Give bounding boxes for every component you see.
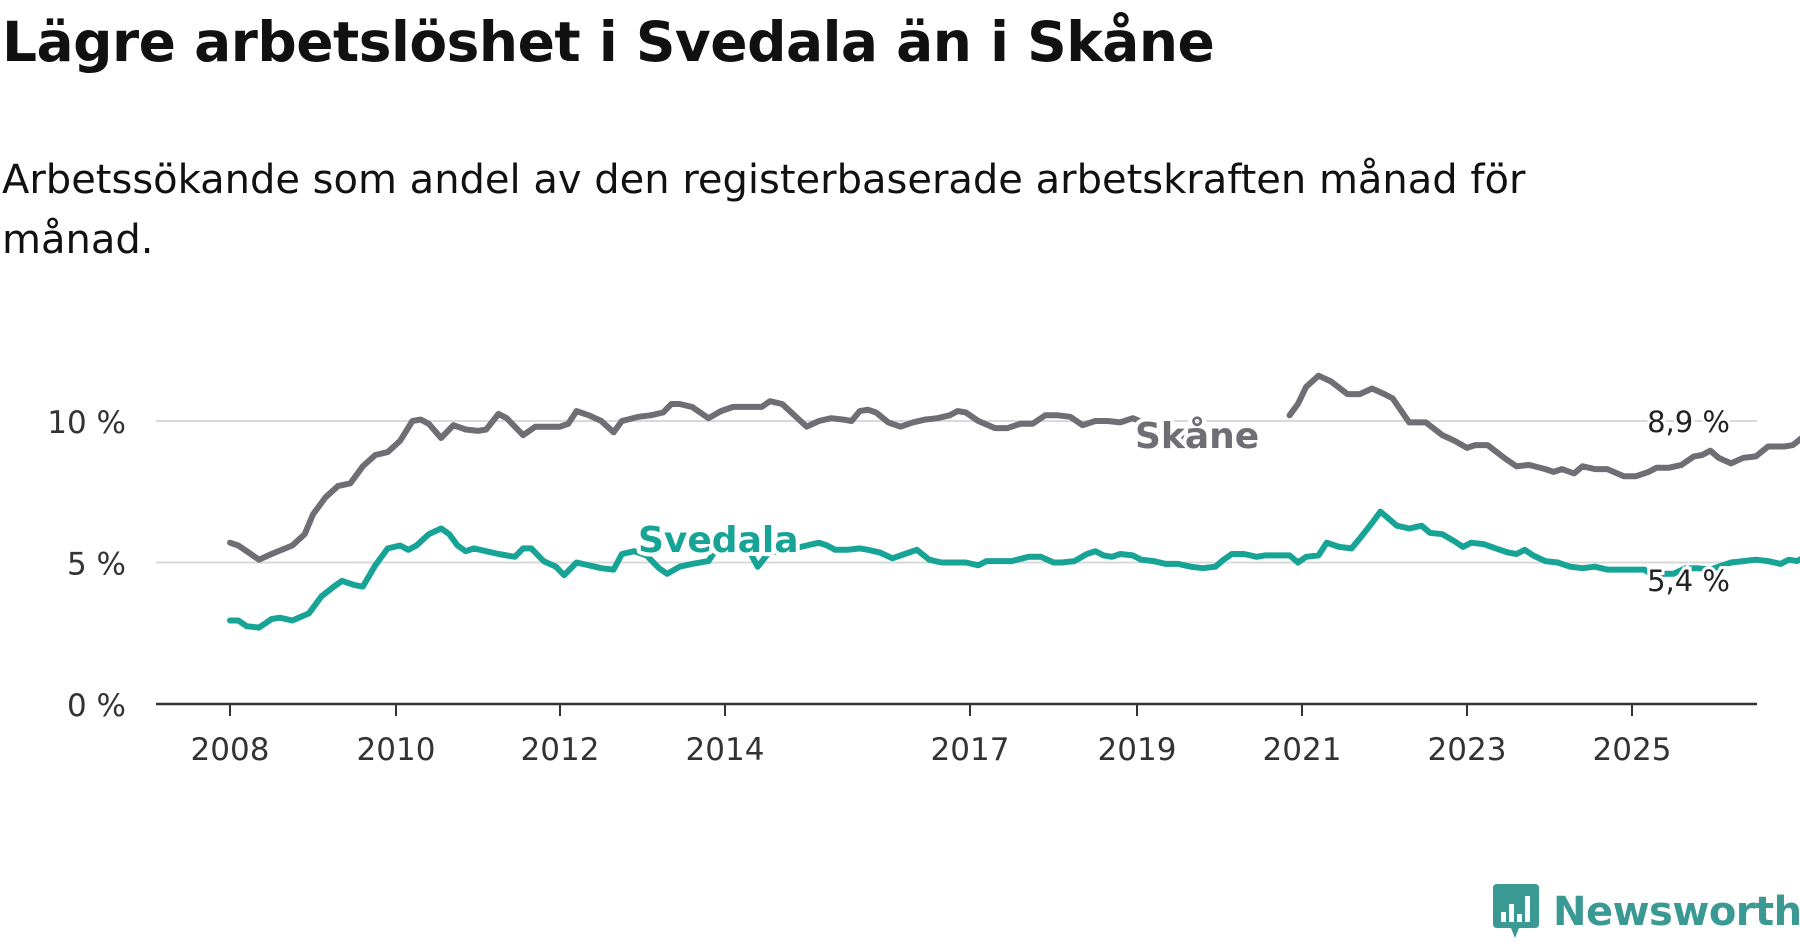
chart-subtitle: Arbetssökande som andel av den registerb…	[2, 157, 1526, 263]
newsworthy-logo-text: Newsworthy	[1553, 889, 1800, 935]
series-line-svedala	[227, 508, 1800, 631]
end-value-label-skane: 8,9 %	[1647, 405, 1730, 439]
series-labels: Skåne Svedala 8,9 % 5,4 %	[634, 402, 1733, 601]
x-tick-label: 2014	[686, 732, 765, 768]
series-label-svedala: Svedala	[638, 520, 799, 561]
x-tick-label: 2025	[1593, 732, 1672, 768]
newsworthy-logo[interactable]: Newsworthy	[1491, 884, 1800, 940]
x-tick-label: 2019	[1098, 732, 1177, 768]
x-tick-label: 2021	[1263, 732, 1342, 768]
x-tick-label: 2012	[521, 732, 600, 768]
end-value-label-svedala: 5,4 %	[1647, 564, 1730, 598]
y-tick-label: 10 %	[47, 405, 126, 441]
chart-title: Lägre arbetslöshet i Svedala än i Skåne	[2, 10, 1215, 74]
series-label-skane: Skåne	[1135, 416, 1259, 457]
series-line-skane	[227, 372, 1800, 563]
y-tick-label: 0 %	[67, 688, 126, 724]
y-tick-label: 5 %	[67, 547, 126, 583]
series-group	[227, 372, 1800, 631]
x-tick-label: 2023	[1428, 732, 1507, 768]
x-tick-label: 2008	[191, 732, 270, 768]
newsworthy-logo-icon	[1493, 884, 1539, 938]
y-axis-labels: 0 % 5 % 10 %	[47, 405, 126, 724]
x-tick-label: 2010	[357, 732, 436, 768]
x-axis-ticks: 2008 2010 2012 2014 2017 2019 2021 2023 2025	[191, 704, 1672, 768]
x-tick-label: 2017	[931, 732, 1010, 768]
